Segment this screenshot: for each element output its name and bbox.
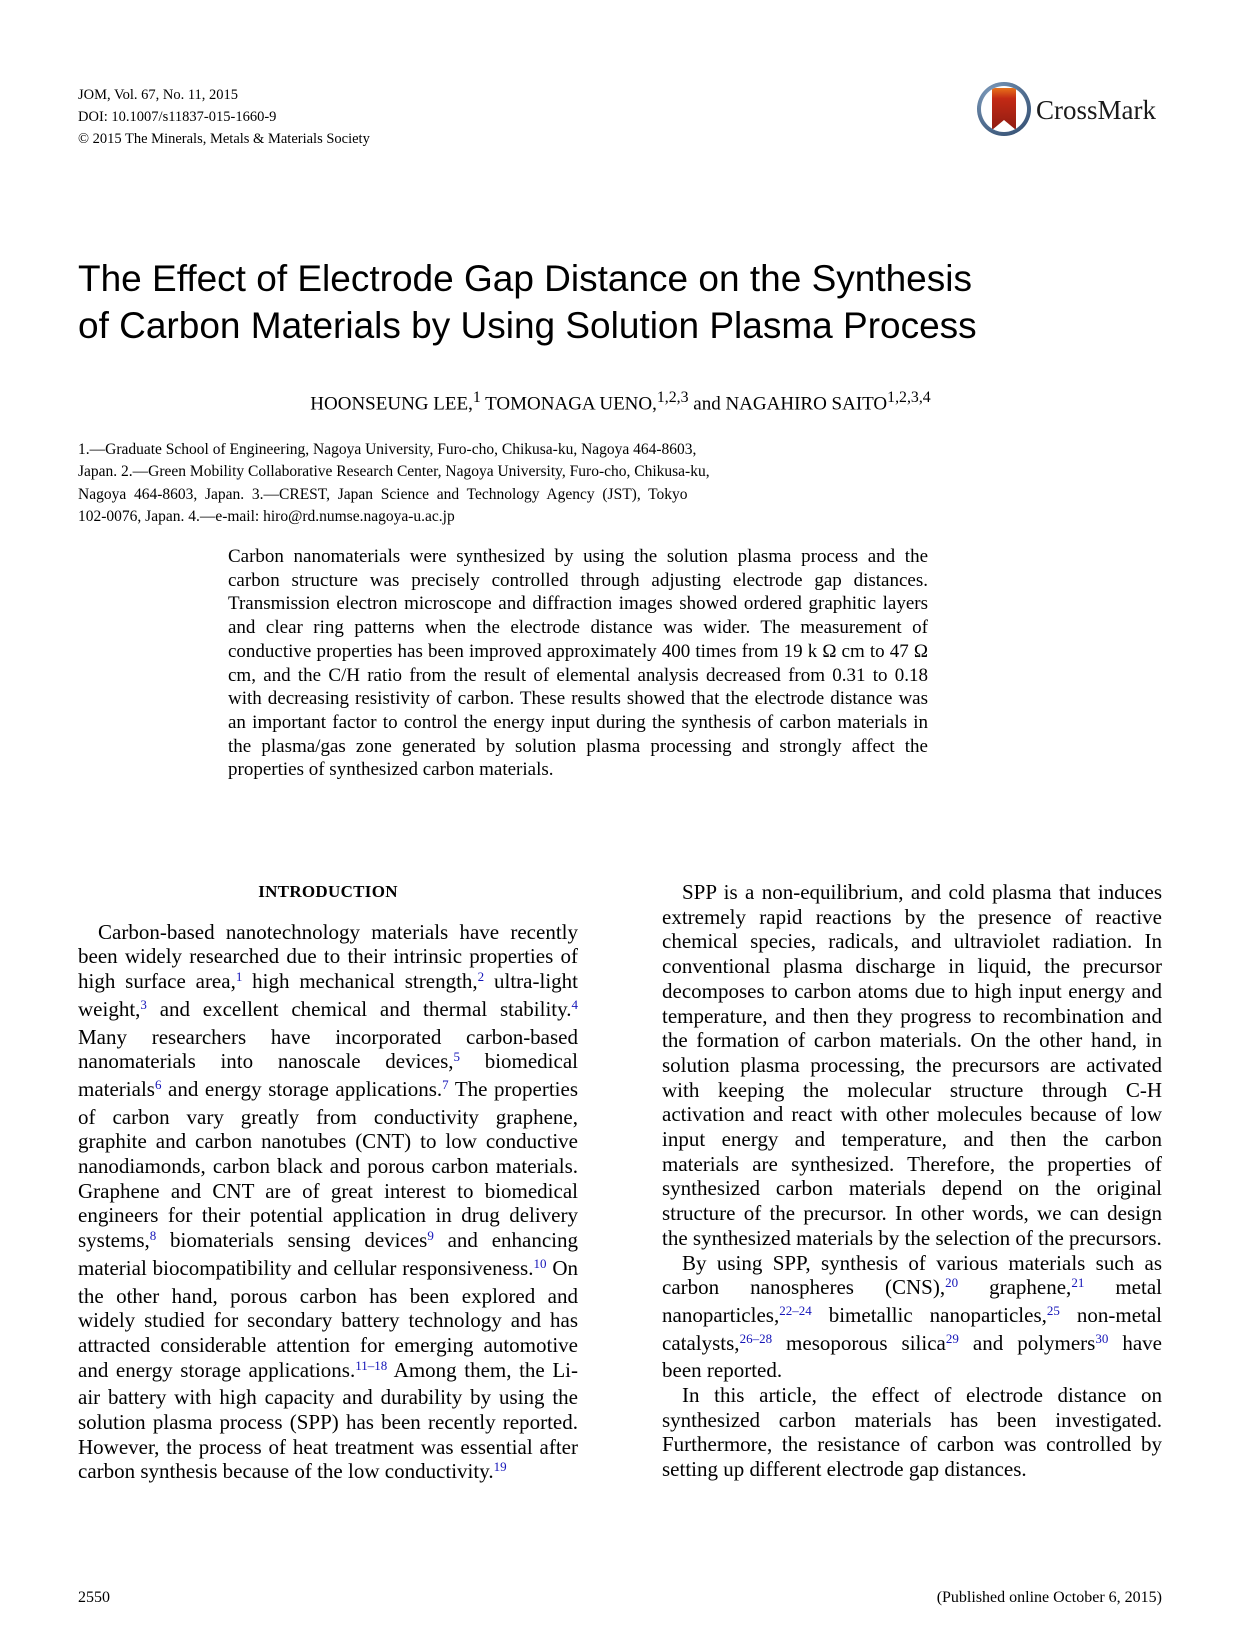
svg-text:CrossMark: CrossMark: [1036, 95, 1156, 125]
